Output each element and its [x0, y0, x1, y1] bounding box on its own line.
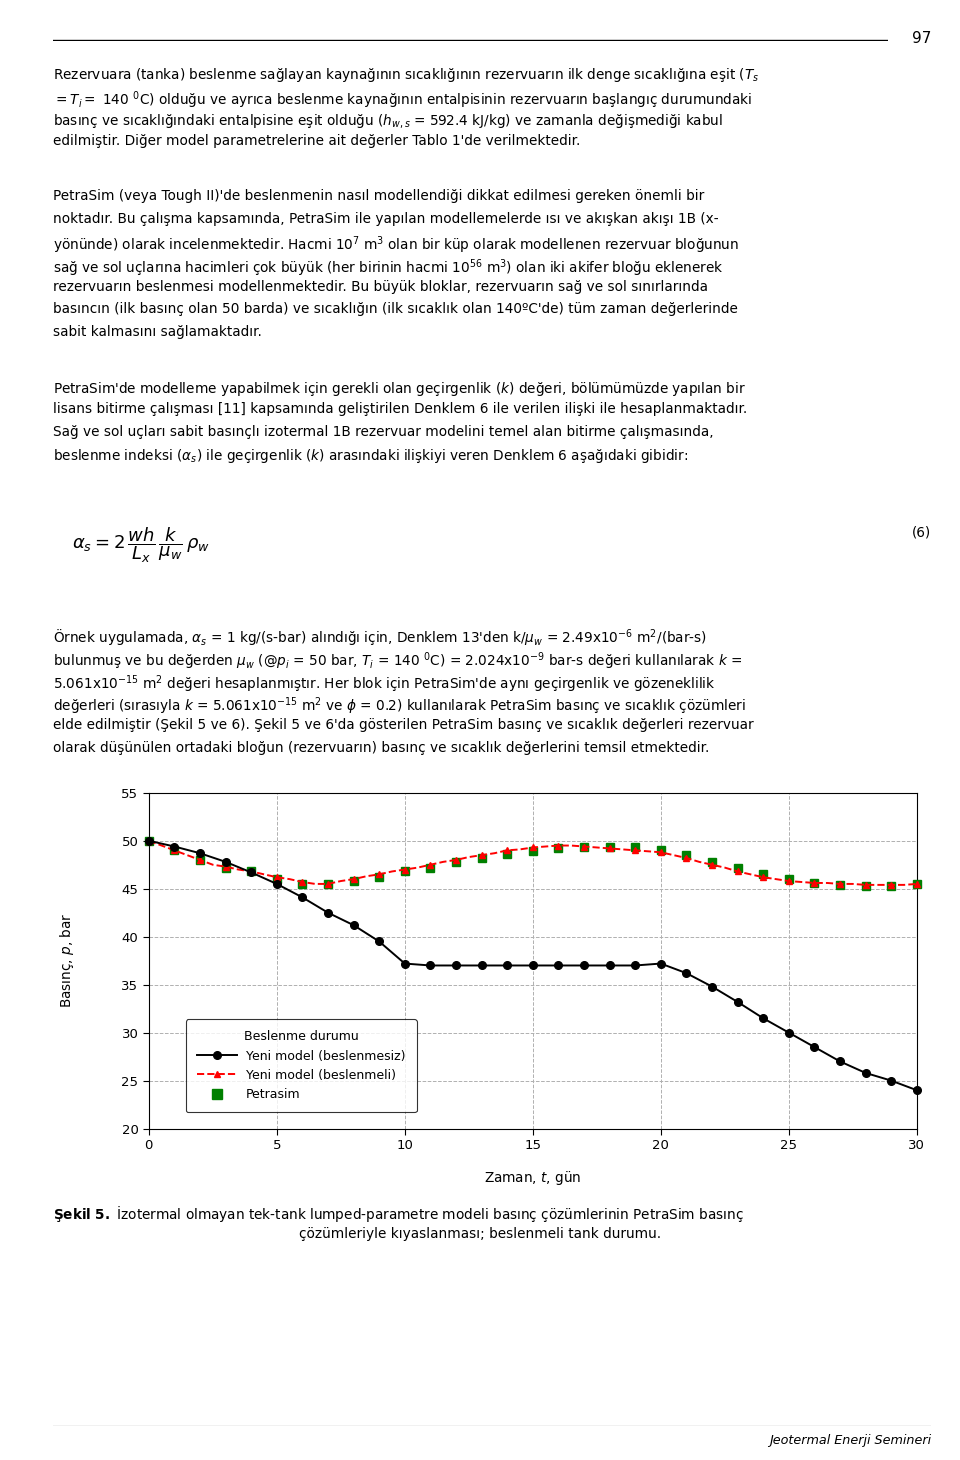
Text: Basınç, $p$, bar: Basınç, $p$, bar [59, 912, 76, 1009]
Text: $\mathbf{Şekil\ 5.}$ İzotermal olmayan tek-tank lumped-parametre modeli basınç ç: $\mathbf{Şekil\ 5.}$ İzotermal olmayan t… [53, 1204, 743, 1225]
Text: 5.061x10$^{-15}$ m$^2$ değeri hesaplanmıştır. Her blok için PetraSim'de aynı geç: 5.061x10$^{-15}$ m$^2$ değeri hesaplanmı… [53, 673, 715, 695]
Text: yönünde) olarak incelenmektedir. Hacmi 10$^7$ m$^3$ olan bir küp olarak modellen: yönünde) olarak incelenmektedir. Hacmi 1… [53, 234, 739, 255]
Text: 97: 97 [912, 31, 931, 47]
Text: elde edilmiştir (Şekil 5 ve 6). Şekil 5 ve 6'da gösterilen PetraSim basınç ve sı: elde edilmiştir (Şekil 5 ve 6). Şekil 5 … [53, 718, 754, 733]
Text: Zaman, $t$, gün: Zaman, $t$, gün [484, 1169, 582, 1187]
Text: olarak düşünülen ortadaki bloğun (rezervuarın) basınç ve sıcaklık değerlerini te: olarak düşünülen ortadaki bloğun (rezerv… [53, 742, 709, 755]
Text: noktadır. Bu çalışma kapsamında, PetraSim ile yapılan modellemelerde ısı ve akış: noktadır. Bu çalışma kapsamında, PetraSi… [53, 212, 718, 226]
Text: (6): (6) [912, 526, 931, 540]
Text: beslenme indeksi ($\alpha_s$) ile geçirgenlik ($k$) arasındaki ilişkiyi veren De: beslenme indeksi ($\alpha_s$) ile geçirg… [53, 447, 688, 466]
Text: çözümleriyle kıyaslanması; beslenmeli tank durumu.: çözümleriyle kıyaslanması; beslenmeli ta… [299, 1226, 661, 1241]
Text: değerleri (sırasıyla $k$ = 5.061x10$^{-15}$ m$^2$ ve $\phi$ = 0.2) kullanılarak : değerleri (sırasıyla $k$ = 5.061x10$^{-1… [53, 696, 746, 717]
Text: Rezervuara (tanka) beslenme sağlayan kaynağının sıcaklığının rezervuarın ilk den: Rezervuara (tanka) beslenme sağlayan kay… [53, 66, 759, 85]
Text: basınç ve sıcaklığındaki entalpisine eşit olduğu ($h_{w,s}$ = 592.4 kJ/kg) ve za: basınç ve sıcaklığındaki entalpisine eşi… [53, 112, 723, 130]
Text: rezervuarın beslenmesi modellenmektedir. Bu büyük bloklar, rezervuarın sağ ve so: rezervuarın beslenmesi modellenmektedir.… [53, 279, 708, 293]
Text: edilmiştir. Diğer model parametrelerine ait değerler Tablo 1'de verilmektedir.: edilmiştir. Diğer model parametrelerine … [53, 134, 580, 149]
Text: $\alpha_s = 2\,\dfrac{wh}{L_x}\,\dfrac{k}{\mu_w}\,\rho_w$: $\alpha_s = 2\,\dfrac{wh}{L_x}\,\dfrac{k… [72, 526, 210, 565]
Text: bulunmuş ve bu değerden $\mu_w$ (@$p_i$ = 50 bar, $T_i$ = 140 $^0$C) = 2.024x10$: bulunmuş ve bu değerden $\mu_w$ (@$p_i$ … [53, 651, 742, 672]
Text: $= T_i =$ 140 $^0$C) olduğu ve ayrıca beslenme kaynağının entalpisinin rezervuar: $= T_i =$ 140 $^0$C) olduğu ve ayrıca be… [53, 89, 753, 111]
Text: Sağ ve sol uçları sabit basınçlı izotermal 1B rezervuar modelini temel alan biti: Sağ ve sol uçları sabit basınçlı izoterm… [53, 425, 713, 439]
Text: PetraSim'de modelleme yapabilmek için gerekli olan geçirgenlik ($k$) değeri, böl: PetraSim'de modelleme yapabilmek için ge… [53, 380, 746, 397]
Text: PetraSim (veya Tough II)'de beslenmenin nasıl modellendiği dikkat edilmesi gerek: PetraSim (veya Tough II)'de beslenmenin … [53, 188, 704, 203]
Text: Jeotermal Enerji Semineri: Jeotermal Enerji Semineri [769, 1434, 931, 1447]
Text: basıncın (ilk basınç olan 50 barda) ve sıcaklığın (ilk sıcaklık olan 140ºC'de) t: basıncın (ilk basınç olan 50 barda) ve s… [53, 302, 737, 317]
Legend: Yeni model (beslenmesiz), Yeni model (beslenmeli), Petrasim: Yeni model (beslenmesiz), Yeni model (be… [186, 1019, 417, 1113]
Text: sağ ve sol uçlarına hacimleri çok büyük (her birinin hacmi 10$^{56}$ m$^3$) olan: sağ ve sol uçlarına hacimleri çok büyük … [53, 257, 724, 279]
Text: sabit kalmasını sağlamaktadır.: sabit kalmasını sağlamaktadır. [53, 324, 262, 339]
Text: Örnek uygulamada, $\alpha_s$ = 1 kg/(s-bar) alındığı için, Denklem 13'den k/$\mu: Örnek uygulamada, $\alpha_s$ = 1 kg/(s-b… [53, 628, 707, 650]
Text: lisans bitirme çalışması [11] kapsamında geliştirilen Denklem 6 ile verilen iliş: lisans bitirme çalışması [11] kapsamında… [53, 402, 747, 416]
